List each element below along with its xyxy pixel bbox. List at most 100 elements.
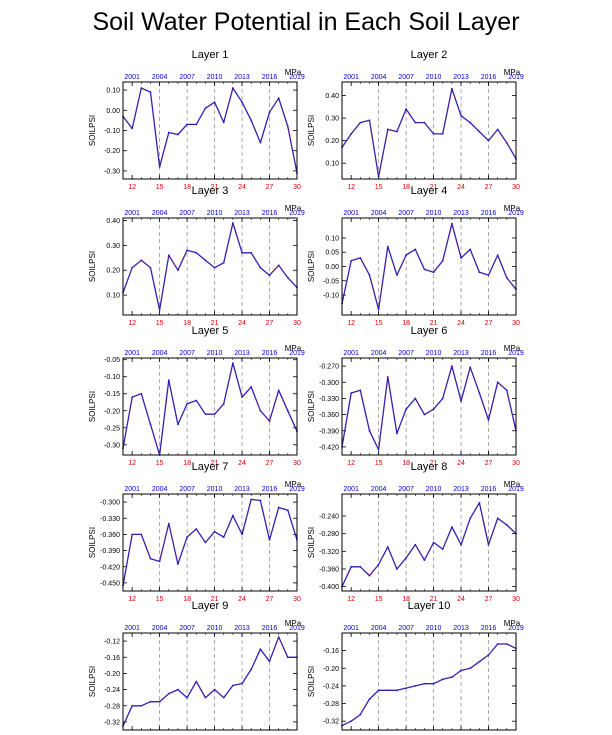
top-tick-label: 2013: [234, 210, 250, 217]
page-title: Soil Water Potential in Each Soil Layer: [92, 8, 520, 36]
data-point: [259, 409, 262, 412]
y-tick-label: 0.20: [325, 138, 339, 145]
y-tick-label: -0.420: [100, 564, 120, 571]
data-point: [496, 517, 499, 520]
panel-layer-7: Layer 7 MPa SOILPSI 12 2001 15 2004 18 2007 21 201…: [88, 461, 305, 603]
data-point: [167, 692, 170, 695]
y-tick-label: -0.330: [319, 396, 339, 403]
panel-title: Layer 5: [192, 325, 229, 337]
top-tick-label: 2019: [508, 486, 524, 493]
data-point: [487, 543, 490, 546]
top-tick-label: 2004: [152, 74, 168, 81]
data-point: [158, 309, 161, 311]
y-tick-label: -0.15: [104, 391, 120, 398]
data-point: [432, 271, 435, 274]
y-axis-label: SOILPSI: [307, 391, 316, 422]
data-point: [259, 141, 262, 144]
data-point: [131, 127, 134, 130]
data-point: [231, 514, 234, 517]
data-point: [177, 133, 179, 136]
y-tick-label: 0.20: [106, 268, 120, 275]
data-point: [140, 392, 143, 395]
data-point: [386, 689, 389, 692]
top-tick-label: 2004: [371, 74, 387, 81]
top-tick-label: 2010: [426, 486, 442, 493]
data-point: [505, 523, 508, 526]
data-point: [359, 389, 362, 392]
data-point: [377, 563, 380, 566]
data-point: [450, 365, 453, 367]
plot-frame: [122, 217, 298, 316]
x-tick-label: 21: [211, 596, 219, 603]
data-point: [158, 165, 161, 168]
top-tick-label: 2004: [371, 350, 387, 357]
data-point: [505, 389, 508, 392]
data-point: [350, 259, 353, 262]
top-tick-label: 2016: [481, 486, 497, 493]
data-point: [277, 636, 280, 638]
data-point: [268, 538, 271, 541]
data-point: [505, 142, 508, 144]
data-point: [405, 254, 408, 256]
data-point: [469, 121, 472, 124]
series-line: [122, 362, 298, 456]
data-point: [396, 432, 398, 435]
top-tick-label: 2010: [207, 625, 223, 632]
x-tick-label: 27: [485, 320, 493, 327]
data-point: [405, 557, 408, 559]
x-tick-label: 12: [128, 460, 136, 467]
top-tick-label: 2013: [453, 486, 469, 493]
x-tick-label: 30: [512, 320, 520, 327]
top-tick-label: 2001: [343, 74, 359, 81]
x-tick-label: 21: [211, 460, 219, 467]
panel-layer-10: Layer 10MPaSOILPSI1220011520041820072120…: [307, 600, 524, 731]
y-tick-label: -0.300: [100, 500, 120, 507]
y-axis-label: SOILPSI: [88, 391, 97, 422]
y-tick-label: -0.420: [319, 444, 339, 451]
data-point: [186, 123, 189, 126]
x-tick-label: 18: [183, 460, 191, 467]
data-point: [350, 392, 353, 394]
y-tick-label: 0.00: [106, 108, 120, 115]
y-tick-label: 0.30: [325, 116, 339, 123]
top-tick-label: 2001: [343, 486, 359, 493]
y-axis-label: SOILPSI: [88, 527, 97, 558]
panel-title: Layer 2: [411, 49, 448, 61]
top-tick-label: 2004: [152, 210, 168, 217]
y-tick-label: -0.20: [104, 408, 120, 415]
data-point: [222, 121, 225, 124]
series-line-overlay: [341, 643, 517, 726]
data-point: [286, 509, 289, 512]
unit-label: MPa: [285, 344, 302, 353]
top-tick-label: 2001: [124, 486, 140, 493]
y-tick-label: -0.24: [323, 683, 339, 690]
top-tick-label: 2016: [262, 74, 278, 81]
x-tick-label: 27: [485, 460, 493, 467]
data-point: [213, 530, 216, 533]
x-tick-label: 24: [238, 184, 246, 191]
series-line-overlay: [122, 636, 297, 727]
data-point: [359, 565, 362, 568]
data-point: [441, 259, 444, 262]
data-point: [241, 682, 243, 685]
x-tick-label: 30: [512, 596, 520, 603]
x-tick-label: 24: [457, 320, 465, 327]
data-point: [286, 409, 289, 412]
data-point: [204, 259, 207, 262]
y-tick-label: -0.360: [100, 532, 120, 539]
data-point: [505, 277, 508, 279]
data-point: [396, 689, 398, 692]
y-tick-label: -0.25: [104, 425, 120, 432]
data-point: [149, 557, 152, 560]
x-tick-label: 21: [430, 320, 438, 327]
top-tick-label: 2013: [234, 486, 250, 493]
data-point: [250, 386, 253, 388]
y-tick-label: -0.330: [100, 516, 120, 523]
top-tick-label: 2013: [453, 210, 469, 217]
top-tick-label: 2010: [426, 74, 442, 81]
data-point: [186, 696, 189, 699]
plot-frame: [122, 81, 298, 180]
data-point: [469, 248, 472, 251]
x-tick-label: 24: [238, 320, 246, 327]
data-point: [204, 541, 207, 544]
